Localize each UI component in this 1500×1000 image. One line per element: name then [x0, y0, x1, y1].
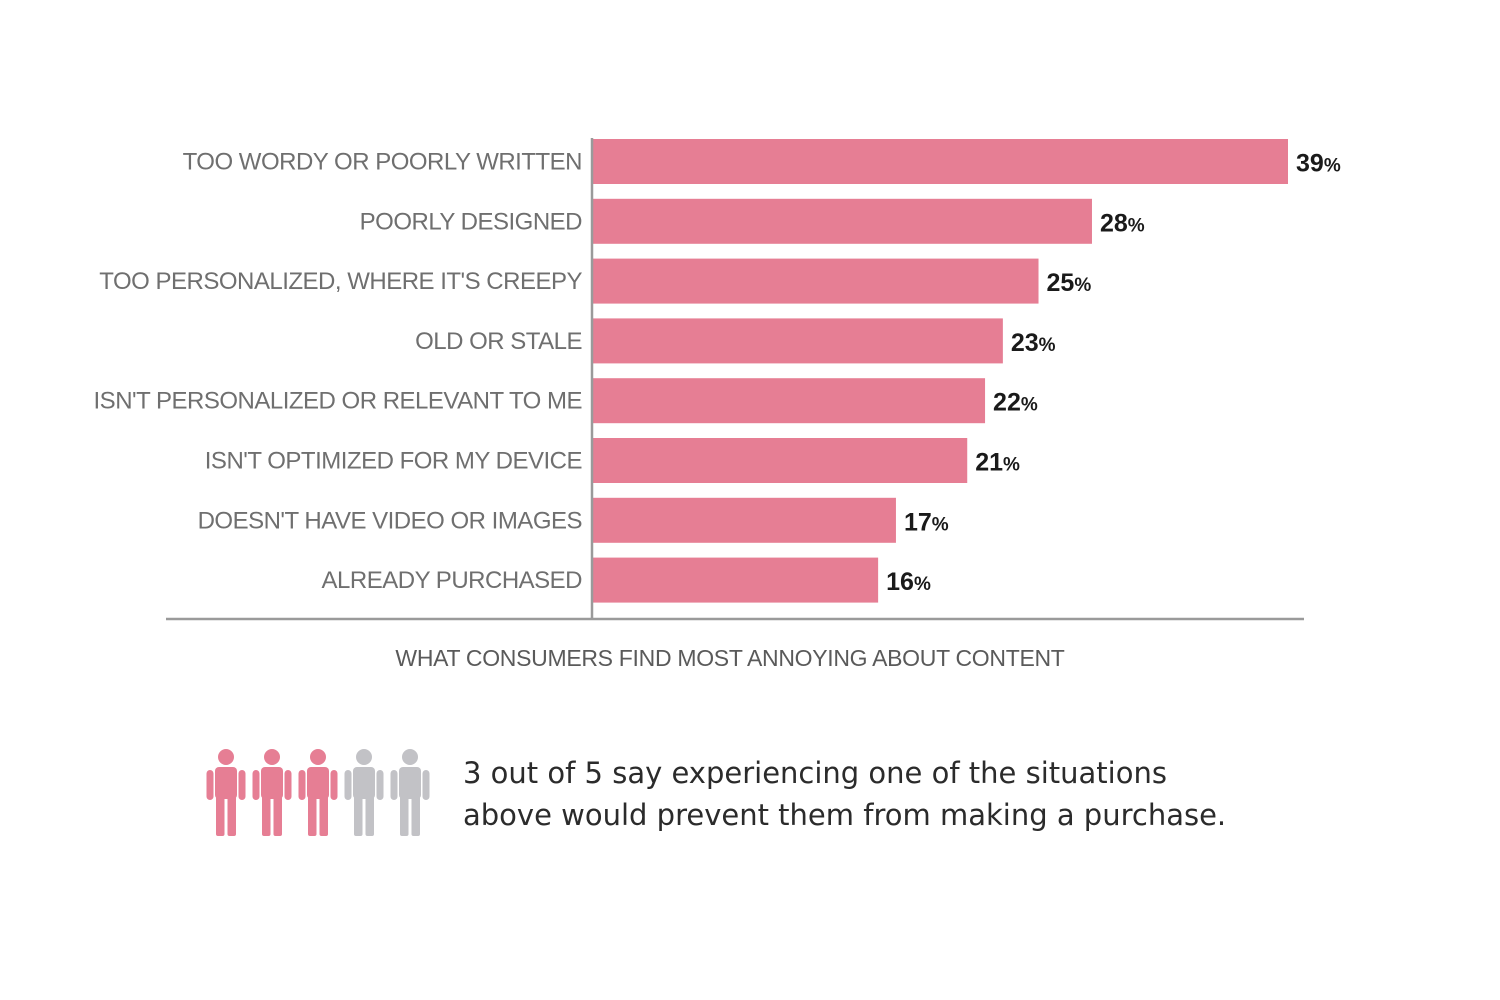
value-label: 25% — [1047, 269, 1092, 297]
stat-line-2: above would prevent them from making a p… — [463, 798, 1227, 832]
value-label: 17% — [904, 508, 949, 536]
person-icon-muted — [343, 748, 385, 838]
value-label: 39% — [1296, 150, 1341, 178]
person-icon-muted — [389, 748, 431, 838]
stat-line-1: 3 out of 5 say experiencing one of the s… — [463, 756, 1167, 790]
category-label: POORLY DESIGNED — [360, 208, 583, 235]
value-label: 22% — [993, 389, 1038, 417]
category-label: TOO WORDY OR POORLY WRITTEN — [183, 149, 582, 176]
category-label: ISN'T OPTIMIZED FOR MY DEVICE — [205, 448, 582, 475]
bar — [593, 378, 986, 424]
x-axis-label: WHAT CONSUMERS FIND MOST ANNOYING ABOUT … — [395, 645, 1065, 671]
person-icon-highlighted — [297, 748, 339, 838]
category-label: TOO PERSONALIZED, WHERE IT'S CREEPY — [99, 268, 582, 295]
value-label: 23% — [1011, 329, 1056, 357]
bar-chart: TOO WORDY OR POORLY WRITTEN 39% POORLY DES… — [94, 138, 1341, 621]
person-icon-highlighted — [205, 748, 247, 838]
bar — [593, 557, 879, 603]
category-label: ALREADY PURCHASED — [322, 567, 583, 594]
bar — [593, 258, 1039, 304]
bar — [593, 497, 896, 543]
bar — [593, 438, 968, 483]
value-label: 28% — [1100, 209, 1145, 237]
bar — [593, 139, 1288, 184]
person-icon-highlighted — [251, 748, 293, 838]
category-label: OLD OR STALE — [415, 328, 582, 355]
category-label: ISN'T PERSONALIZED OR RELEVANT TO ME — [94, 388, 582, 415]
bar — [593, 198, 1092, 244]
bars-layer: TOO WORDY OR POORLY WRITTEN 39% POORLY DES… — [94, 139, 1341, 603]
category-label: DOESN'T HAVE VIDEO OR IMAGES — [198, 507, 582, 534]
value-label: 16% — [886, 568, 931, 596]
value-label: 21% — [975, 449, 1020, 477]
people-icon-row — [205, 748, 431, 838]
bar — [593, 318, 1003, 364]
stat-statement: 3 out of 5 say experiencing one of the s… — [463, 752, 1363, 836]
